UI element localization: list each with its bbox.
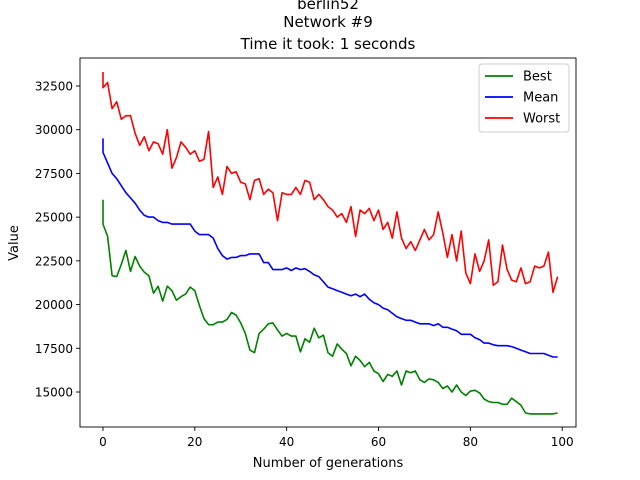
y-tick-label: 17500 bbox=[35, 342, 73, 356]
legend-label-mean: Mean bbox=[523, 91, 558, 106]
y-tick-label: 20000 bbox=[35, 298, 73, 312]
legend: Best Mean Worst bbox=[478, 63, 570, 133]
y-tick-label: 32500 bbox=[35, 79, 73, 93]
x-axis-label: Number of generations bbox=[253, 456, 404, 471]
y-tick-label: 25000 bbox=[35, 211, 73, 225]
y-tick-label: 22500 bbox=[35, 254, 73, 268]
x-tick-label: 60 bbox=[371, 435, 386, 449]
x-tick-label: 0 bbox=[99, 435, 107, 449]
y-tick-label: 30000 bbox=[35, 123, 73, 137]
plot-area: 0 20 40 60 80 100 15000 17500 20000 22500 25000 275… bbox=[35, 57, 577, 449]
series-line-worst bbox=[102, 72, 559, 294]
title-line-3: Time it took: 1 seconds bbox=[240, 35, 416, 53]
y-axis-label: Value bbox=[7, 225, 22, 261]
y-tick-label: 27500 bbox=[35, 167, 73, 181]
legend-box bbox=[478, 63, 570, 133]
legend-label-best: Best bbox=[523, 70, 552, 85]
x-tick-label: 100 bbox=[551, 435, 574, 449]
series-line-mean bbox=[102, 138, 558, 358]
y-tick-label: 15000 bbox=[35, 386, 73, 400]
x-tick-label: 80 bbox=[463, 435, 478, 449]
title-line-2: Network #9 bbox=[283, 13, 373, 31]
series-line-best bbox=[102, 199, 558, 415]
x-tick-label: 40 bbox=[279, 435, 294, 449]
legend-label-worst: Worst bbox=[523, 112, 560, 127]
plot-frame bbox=[79, 57, 577, 428]
title-line-1: berlin52 bbox=[297, 0, 359, 13]
chart-title: berlin52 Network #9 Time it took: 1 seco… bbox=[240, 0, 416, 53]
x-tick-label: 20 bbox=[187, 435, 202, 449]
